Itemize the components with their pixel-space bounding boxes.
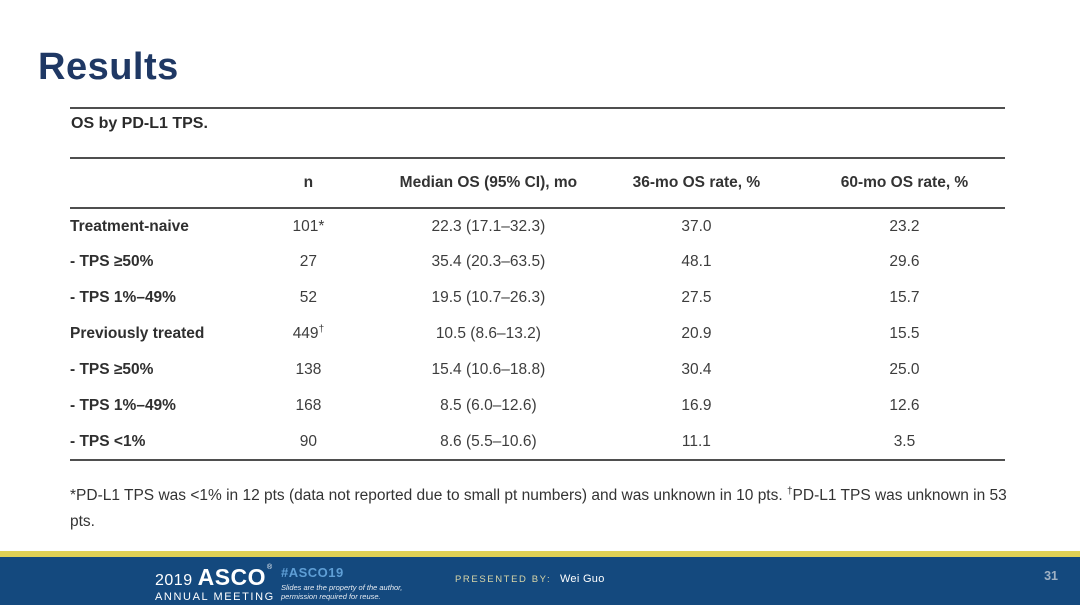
logo-subtitle: ANNUAL MEETING (155, 591, 275, 603)
n-value: 101* (292, 217, 325, 235)
logo-top-line: 2019 ASCO ® (155, 564, 275, 591)
cell-36mo-rate: 30.4 (681, 361, 712, 378)
asco-annual-meeting-logo: 2019 ASCO ® ANNUAL MEETING (155, 564, 275, 603)
row-label: - TPS <1% (70, 432, 146, 450)
n-value: 138 (295, 361, 322, 378)
cell-60mo-rate: 3.5 (893, 432, 916, 450)
cell-60mo-rate: 25.0 (889, 361, 920, 378)
cell-n: 168 (229, 388, 388, 424)
presented-by: PRESENTED BY: Wei Guo (455, 573, 605, 585)
cell-median-os: 8.5 (6.0–12.6) (440, 397, 537, 414)
cell-median-os: 35.4 (20.3–63.5) (431, 253, 546, 270)
header-36mo-rate: 36-mo OS rate, % (588, 158, 804, 209)
logo-year: 2019 (155, 572, 193, 589)
presenter-name: Wei Guo (559, 573, 605, 585)
n-value: 449 (292, 325, 319, 342)
table-row: - TPS 1%–49% 52 19.5 (10.7–26.3) 27.5 15… (70, 280, 1005, 316)
cell-60mo-rate: 15.5 (889, 325, 920, 342)
cell-n: 52 (229, 280, 388, 316)
table-footnote: *PD-L1 TPS was <1% in 12 pts (data not r… (70, 483, 1015, 535)
cell-n: 27 (229, 244, 388, 280)
page-title: Results (38, 46, 179, 88)
row-label: Treatment-naive (70, 217, 189, 235)
cell-36mo-rate: 37.0 (681, 217, 712, 235)
header-n: n (228, 158, 388, 209)
cell-n: 449† (229, 316, 388, 352)
footnote-dagger-text: PD-L1 TPS was unknown in 53 pts. (70, 487, 1007, 531)
n-value: 52 (299, 289, 318, 306)
hashtag-block: #ASCO19 Slides are the property of the a… (281, 565, 402, 602)
cell-median-os: 10.5 (8.6–13.2) (435, 325, 541, 342)
cell-median-os: 22.3 (17.1–32.3) (431, 217, 546, 235)
table-row: - TPS <1% 90 8.6 (5.5–10.6) 11.1 3.5 (70, 424, 1005, 460)
cell-median-os: 15.4 (10.6–18.8) (431, 361, 546, 378)
os-by-pdl1-tps-table: n Median OS (95% CI), mo 36-mo OS rate, … (70, 157, 1005, 461)
cell-36mo-rate: 16.9 (681, 397, 712, 414)
n-footnote-mark: † (318, 323, 325, 335)
row-label: - TPS ≥50% (70, 253, 154, 270)
table-row: Previously treated 449† 10.5 (8.6–13.2) … (70, 316, 1005, 352)
hashtag: #ASCO19 (281, 565, 344, 580)
table-row: Treatment-naive 101* 22.3 (17.1–32.3) 37… (70, 208, 1005, 244)
row-label: Previously treated (70, 325, 205, 342)
header-median-os: Median OS (95% CI), mo (387, 158, 589, 209)
cell-36mo-rate: 27.5 (681, 289, 712, 306)
footnote-asterisk-text: *PD-L1 TPS was <1% in 12 pts (data not r… (70, 487, 787, 504)
row-label: - TPS ≥50% (70, 361, 154, 378)
presented-by-label: PRESENTED BY: (455, 574, 552, 585)
n-value: 27 (299, 253, 318, 270)
cell-36mo-rate: 20.9 (681, 325, 712, 342)
cell-n: 101* (229, 208, 388, 244)
registered-trademark-icon: ® (267, 564, 273, 571)
n-value: 168 (295, 397, 322, 414)
n-value: 90 (299, 432, 318, 450)
disclaimer-line-2: permission required for reuse. (281, 592, 381, 602)
cell-median-os: 19.5 (10.7–26.3) (431, 289, 546, 306)
table-caption: OS by PD-L1 TPS. (71, 115, 208, 132)
table-row: - TPS 1%–49% 168 8.5 (6.0–12.6) 16.9 12.… (70, 388, 1005, 424)
table-row: - TPS ≥50% 27 35.4 (20.3–63.5) 48.1 29.6 (70, 244, 1005, 280)
slide-disclaimer: Slides are the property of the author, p… (281, 583, 402, 602)
cell-36mo-rate: 48.1 (681, 253, 712, 270)
row-label: - TPS 1%–49% (70, 397, 176, 414)
cell-n: 138 (229, 352, 388, 388)
cell-60mo-rate: 29.6 (889, 253, 920, 270)
row-label: - TPS 1%–49% (70, 289, 176, 306)
disclaimer-line-1: Slides are the property of the author, (281, 583, 403, 592)
header-label (70, 158, 229, 209)
footnote-dagger-mark: † (786, 485, 793, 497)
cell-median-os: 8.6 (5.5–10.6) (440, 432, 537, 450)
cell-n: 90 (229, 424, 388, 460)
top-divider (70, 107, 1005, 109)
page-number: 31 (1044, 569, 1058, 583)
cell-60mo-rate: 23.2 (889, 217, 920, 235)
header-60mo-rate: 60-mo OS rate, % (803, 158, 1005, 209)
table-header-row: n Median OS (95% CI), mo 36-mo OS rate, … (70, 158, 1005, 209)
cell-60mo-rate: 12.6 (889, 397, 920, 414)
footer-bar: 2019 ASCO ® ANNUAL MEETING #ASCO19 Slide… (0, 551, 1080, 605)
table-row: - TPS ≥50% 138 15.4 (10.6–18.8) 30.4 25.… (70, 352, 1005, 388)
cell-36mo-rate: 11.1 (681, 432, 711, 450)
logo-asco-wordmark: ASCO (197, 564, 267, 590)
cell-60mo-rate: 15.7 (889, 289, 920, 306)
